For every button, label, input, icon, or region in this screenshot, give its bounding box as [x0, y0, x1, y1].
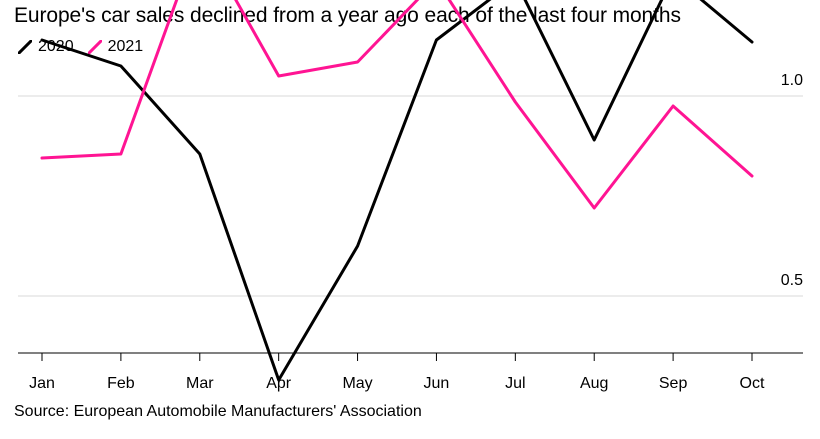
y-tick-label: 1.0	[781, 72, 803, 89]
series-line-2020	[40, 0, 754, 382]
x-tick-label: Jul	[505, 375, 525, 392]
legend-swatch-2021	[87, 40, 102, 54]
x-tick-label: Mar	[186, 375, 214, 392]
x-tick-label: Apr	[266, 375, 292, 392]
line-chart: 1.5M cars1.00.5JanFebMarAprMayJunJulAugS…	[18, 0, 803, 392]
x-tick-label: May	[342, 375, 372, 392]
x-tick-label: Feb	[107, 375, 135, 392]
source-note: Source: European Automobile Manufacturer…	[14, 403, 422, 420]
x-tick-label: Jan	[29, 375, 55, 392]
x-tick-label: Aug	[580, 375, 608, 392]
legend-swatch-2020	[18, 40, 32, 54]
y-tick-label: 0.5	[781, 272, 803, 289]
x-tick-label: Sep	[659, 375, 688, 392]
legend-item-2021: 2021	[87, 38, 144, 56]
x-tick-label: Jun	[424, 375, 450, 392]
chart-title: Europe's car sales declined from a year …	[14, 4, 681, 27]
legend-label-2021: 2021	[107, 38, 144, 55]
series-line-2021	[40, 0, 754, 210]
x-tick-label: Oct	[740, 375, 765, 392]
